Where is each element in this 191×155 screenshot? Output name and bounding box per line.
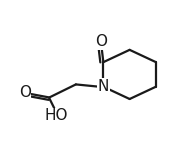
Text: HO: HO [44, 108, 68, 123]
Text: O: O [19, 85, 31, 100]
Text: N: N [98, 79, 109, 94]
Text: O: O [96, 34, 108, 49]
